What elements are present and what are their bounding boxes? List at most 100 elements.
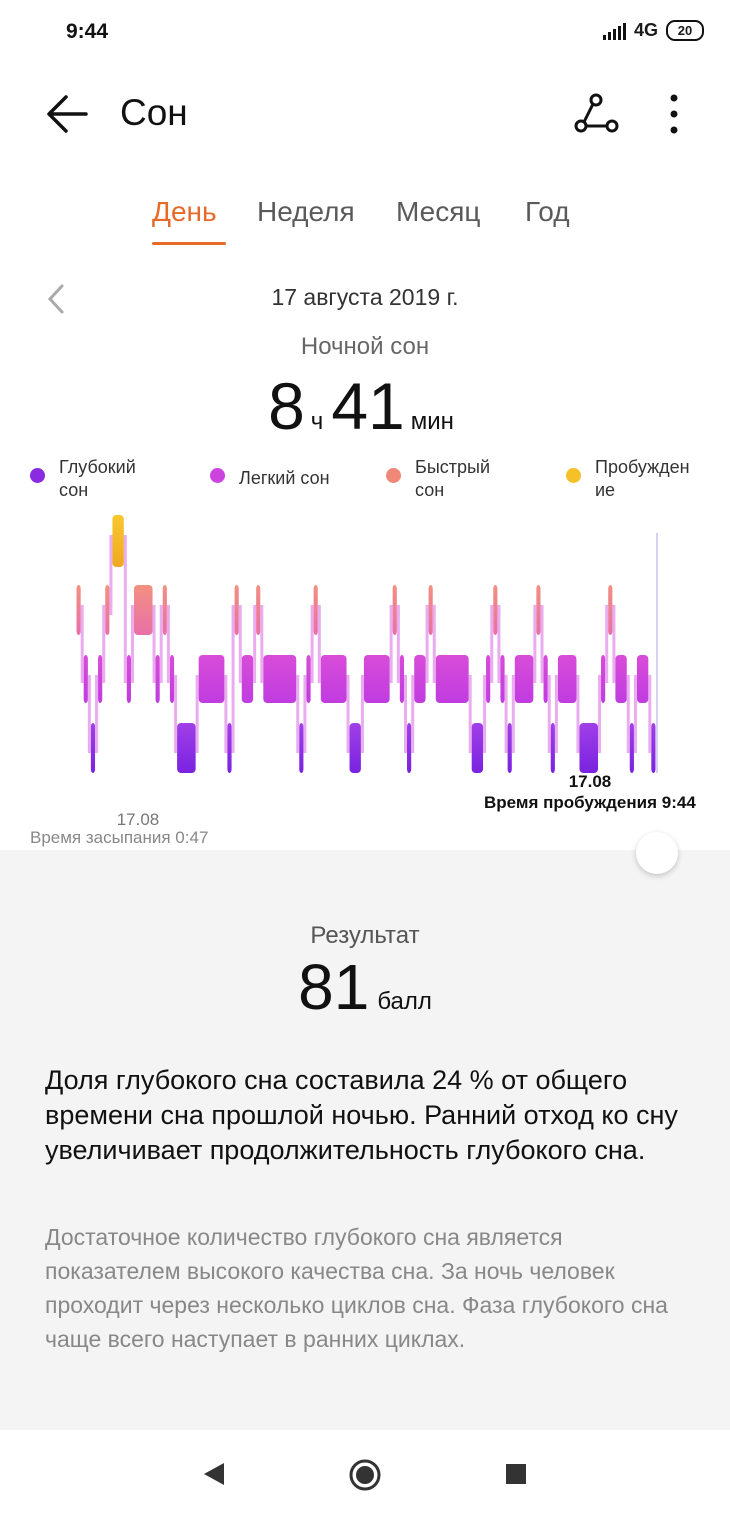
sleep-segment-rem bbox=[133, 585, 153, 635]
share-icon[interactable] bbox=[572, 92, 620, 136]
sleep-segment-deep bbox=[471, 723, 484, 773]
stage-transition bbox=[109, 535, 113, 615]
score-value: 81 bbox=[298, 951, 370, 1023]
chevron-left-icon[interactable] bbox=[42, 282, 72, 316]
back-arrow-icon[interactable] bbox=[44, 92, 90, 136]
stage-transition bbox=[123, 535, 127, 683]
sleep-segment-light bbox=[83, 655, 88, 703]
stage-transition bbox=[540, 605, 544, 683]
tab-day-underline bbox=[152, 242, 226, 245]
stage-transition bbox=[360, 675, 364, 753]
more-vert-icon[interactable] bbox=[660, 92, 688, 136]
sleep-segment-light bbox=[241, 655, 254, 703]
sleep-segment-rem bbox=[392, 585, 397, 635]
sleep-segment-deep bbox=[579, 723, 599, 773]
result-score: 81 балл bbox=[0, 950, 730, 1024]
chart-slider-handle[interactable] bbox=[636, 832, 678, 874]
tab-week[interactable]: Неделя bbox=[257, 196, 355, 227]
stage-transition bbox=[231, 605, 235, 753]
sleep-segment-light bbox=[198, 655, 225, 703]
result-panel bbox=[0, 850, 730, 1430]
stage-transition bbox=[490, 605, 494, 683]
stage-transition bbox=[296, 675, 300, 753]
sleep-time-label: Время засыпания 0:47 bbox=[30, 828, 209, 847]
battery-level: 20 bbox=[677, 23, 693, 38]
stage-transition bbox=[102, 605, 106, 683]
sleep-segment-light bbox=[98, 655, 103, 703]
legend-dot-deep bbox=[30, 468, 45, 483]
stage-transition bbox=[87, 675, 91, 753]
details-text: Достаточное количество глубокого сна явл… bbox=[45, 1224, 668, 1352]
sleep-segment-deep bbox=[349, 723, 361, 773]
stage-transition bbox=[224, 675, 228, 753]
stage-transition bbox=[130, 605, 134, 683]
nav-home-icon[interactable] bbox=[348, 1458, 382, 1492]
legend-dot-light bbox=[210, 468, 225, 483]
score-unit: балл bbox=[377, 988, 432, 1015]
duration-hours: 8 bbox=[268, 369, 305, 443]
stage-transition bbox=[95, 675, 99, 753]
sleep-segment-light bbox=[486, 655, 491, 703]
sleep-segment-light bbox=[155, 655, 160, 703]
summary-text: Доля глубокого сна составила 24 % от общ… bbox=[45, 1065, 678, 1165]
stage-transition bbox=[404, 675, 408, 753]
stage-transition bbox=[605, 605, 609, 683]
sleep-date: 17.08 bbox=[116, 810, 160, 829]
period-tabs: День Неделя Месяц Год bbox=[0, 196, 730, 256]
sleep-segment-rem bbox=[313, 585, 318, 635]
sleep-segment-light bbox=[514, 655, 534, 703]
stage-transition bbox=[425, 605, 429, 683]
stage-transition bbox=[468, 675, 472, 753]
signal-icon bbox=[602, 22, 626, 40]
sleep-segment-rem bbox=[256, 585, 261, 635]
stage-transition bbox=[511, 675, 515, 753]
stage-transition bbox=[166, 605, 170, 683]
stage-transition bbox=[389, 605, 393, 683]
stage-transition bbox=[533, 605, 537, 683]
stage-transition bbox=[554, 675, 558, 753]
status-icons: 4G 20 bbox=[602, 20, 704, 41]
sleep-segment-rem bbox=[234, 585, 239, 635]
duration-minutes-unit: мин bbox=[410, 408, 454, 435]
sleep-segment-rem bbox=[76, 585, 81, 635]
sleep-segment-rem bbox=[105, 585, 110, 635]
stage-transition bbox=[626, 675, 630, 753]
sleep-segment-deep bbox=[299, 723, 304, 773]
sleep-segment-light bbox=[557, 655, 577, 703]
stage-transition bbox=[317, 605, 321, 683]
tab-month[interactable]: Месяц bbox=[396, 196, 481, 227]
sleep-segment-light bbox=[399, 655, 405, 703]
stage-transition bbox=[504, 675, 508, 753]
stage-transition bbox=[598, 675, 602, 753]
sleep-segment-light bbox=[543, 655, 548, 703]
nav-back-icon[interactable] bbox=[200, 1460, 228, 1488]
sleep-segment-awake bbox=[112, 515, 124, 567]
tab-year[interactable]: Год bbox=[525, 196, 570, 227]
legend-rem: Быстрый сон bbox=[386, 456, 490, 502]
sleep-segment-deep bbox=[90, 723, 96, 773]
sleep-stage-chart[interactable] bbox=[0, 505, 730, 785]
legend-label-rem: Быстрый сон bbox=[415, 457, 490, 500]
sleep-segment-light bbox=[601, 655, 606, 703]
sleep-segment-deep bbox=[407, 723, 412, 773]
stage-transition bbox=[260, 605, 264, 683]
stage-transition bbox=[648, 675, 652, 753]
stage-transition bbox=[346, 675, 350, 753]
legend-label-awake: Пробужден ие bbox=[595, 457, 690, 500]
stage-transition bbox=[432, 605, 436, 683]
sleep-segment-deep bbox=[177, 723, 196, 773]
sleep-segment-deep bbox=[550, 723, 555, 773]
network-type: 4G bbox=[633, 20, 658, 40]
stage-transition bbox=[303, 675, 307, 753]
stage-transition bbox=[152, 605, 156, 683]
stage-transition bbox=[80, 605, 84, 683]
sleep-segment-rem bbox=[608, 585, 613, 635]
legend-awake: Пробужден ие bbox=[566, 456, 690, 502]
stage-transition bbox=[174, 675, 178, 753]
tab-day[interactable]: День bbox=[152, 196, 217, 227]
wake-date: 17.08 bbox=[568, 772, 612, 791]
sleep-segment-light bbox=[414, 655, 426, 703]
sleep-segment-deep bbox=[629, 723, 634, 773]
legend-label-deep: Глубокий сон bbox=[59, 457, 136, 500]
nav-recent-icon[interactable] bbox=[504, 1462, 528, 1486]
